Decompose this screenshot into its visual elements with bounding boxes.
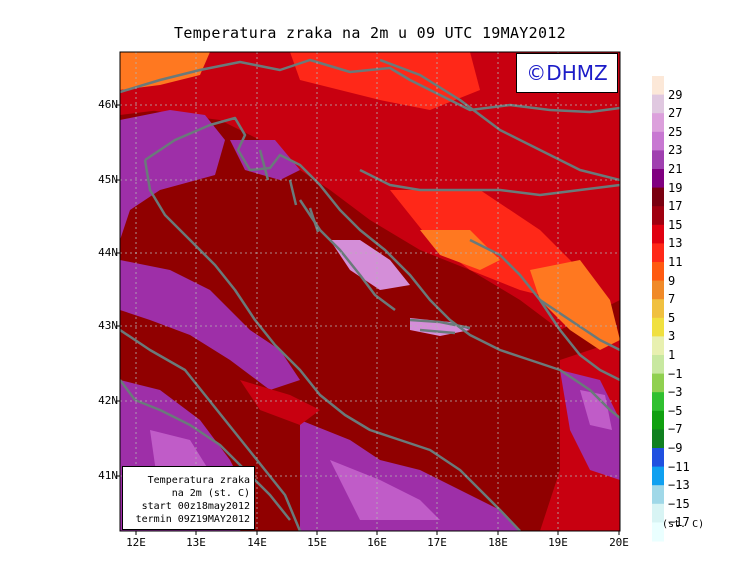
legend-label: 19 <box>668 180 683 195</box>
legend-swatch <box>652 187 664 207</box>
field-red-northwest <box>120 85 240 115</box>
lat-label-46n: 46N <box>98 98 118 111</box>
legend-label: −9 <box>668 441 683 455</box>
map-frame <box>119 51 621 532</box>
legend-label: 21 <box>668 162 683 176</box>
legend-label: 1 <box>668 348 676 362</box>
legend-label: 13 <box>668 236 683 251</box>
legend-label: −17 <box>668 515 690 530</box>
legend-label: 23 <box>668 143 683 158</box>
legend-label: 15 <box>668 217 683 232</box>
field-orange-northwest <box>120 52 210 90</box>
field-purple-apennines <box>120 260 300 390</box>
lat-label-42n: 42N <box>98 394 118 407</box>
legend-label: 3 <box>668 329 676 344</box>
legend-swatch <box>652 76 664 96</box>
legend-swatch <box>652 243 664 263</box>
legend-unit: (st. C) <box>662 519 705 530</box>
legend-swatch <box>652 429 664 449</box>
legend-swatch <box>652 355 664 375</box>
lon-label-19e: 19E <box>548 536 568 549</box>
legend-swatch <box>652 373 664 393</box>
legend-swatch <box>652 224 664 244</box>
lat-label-43n: 43N <box>98 319 118 332</box>
lat-label-41n: 41N <box>98 469 118 482</box>
legend-label: −3 <box>668 385 683 400</box>
legend-label: 5 <box>668 310 676 325</box>
info-line-2: na 2m (st. C) <box>171 488 250 499</box>
legend-label: 29 <box>668 87 683 102</box>
lat-label-44n: 44N <box>98 246 118 259</box>
graticule <box>120 52 620 531</box>
legend-label: −13 <box>668 478 690 493</box>
info-box: Temperatura zraka na 2m (st. C) start 00… <box>122 466 255 530</box>
legend-label: −7 <box>668 422 683 437</box>
field-magenta-southeast <box>580 390 612 430</box>
lon-label-18e: 18E <box>488 536 508 549</box>
field-purple-italy <box>120 110 225 240</box>
legend-colorbar <box>652 76 664 542</box>
field-red-adriatic <box>240 380 320 425</box>
lon-label-12e: 12E <box>126 536 146 549</box>
legend-swatch <box>652 280 664 300</box>
legend-label: −11 <box>668 459 690 474</box>
legend-swatch <box>652 150 664 170</box>
legend-label: 7 <box>668 292 676 307</box>
legend-swatch <box>652 336 664 356</box>
legend-swatch <box>652 410 664 430</box>
legend-label: 9 <box>668 273 676 288</box>
lon-label-17e: 17E <box>427 536 447 549</box>
info-line-4: termin 09Z19MAY2012 <box>135 514 250 525</box>
legend-swatch <box>652 448 664 468</box>
axis-ticks <box>116 104 620 535</box>
legend-label: −1 <box>668 366 683 381</box>
lon-label-13e: 13E <box>186 536 206 549</box>
legend-swatch <box>652 299 664 319</box>
info-line-1: Temperatura zraka <box>147 475 250 486</box>
field-orange-belt <box>420 230 500 270</box>
field-purple-istria <box>230 140 300 180</box>
legend-swatch <box>652 169 664 189</box>
field-lightpurple-islands <box>330 240 410 290</box>
field-magenta-sea <box>330 460 440 520</box>
legend-label: 11 <box>668 255 683 269</box>
legend-swatch <box>652 113 664 133</box>
info-line-3: start 00z18may2012 <box>141 501 250 512</box>
legend-label: 17 <box>668 199 683 214</box>
legend-swatch <box>652 522 664 542</box>
legend-swatch <box>652 485 664 505</box>
lon-label-14e: 14E <box>247 536 267 549</box>
field-orange-east <box>530 260 620 350</box>
lon-label-20e: 20E <box>609 536 629 549</box>
legend-label: 25 <box>668 124 683 139</box>
lat-label-45n: 45N <box>98 173 118 186</box>
lon-label-16e: 16E <box>367 536 387 549</box>
legend-swatch <box>652 392 664 412</box>
legend-label: −15 <box>668 496 690 511</box>
lon-label-15e: 15E <box>307 536 327 549</box>
legend-swatch <box>652 317 664 337</box>
legend-swatch <box>652 262 664 282</box>
legend-swatch <box>652 503 664 523</box>
chart-title: Temperatura zraka na 2m u 09 UTC 19MAY20… <box>174 24 566 42</box>
legend-swatch <box>652 206 664 226</box>
legend-label: −5 <box>668 403 683 418</box>
legend-swatch <box>652 466 664 486</box>
legend-swatch <box>652 131 664 151</box>
legend-swatch <box>652 94 664 114</box>
dhmz-logo: ©DHMZ <box>516 53 618 93</box>
field-bright-north <box>290 52 480 110</box>
legend-label: 27 <box>668 106 683 121</box>
